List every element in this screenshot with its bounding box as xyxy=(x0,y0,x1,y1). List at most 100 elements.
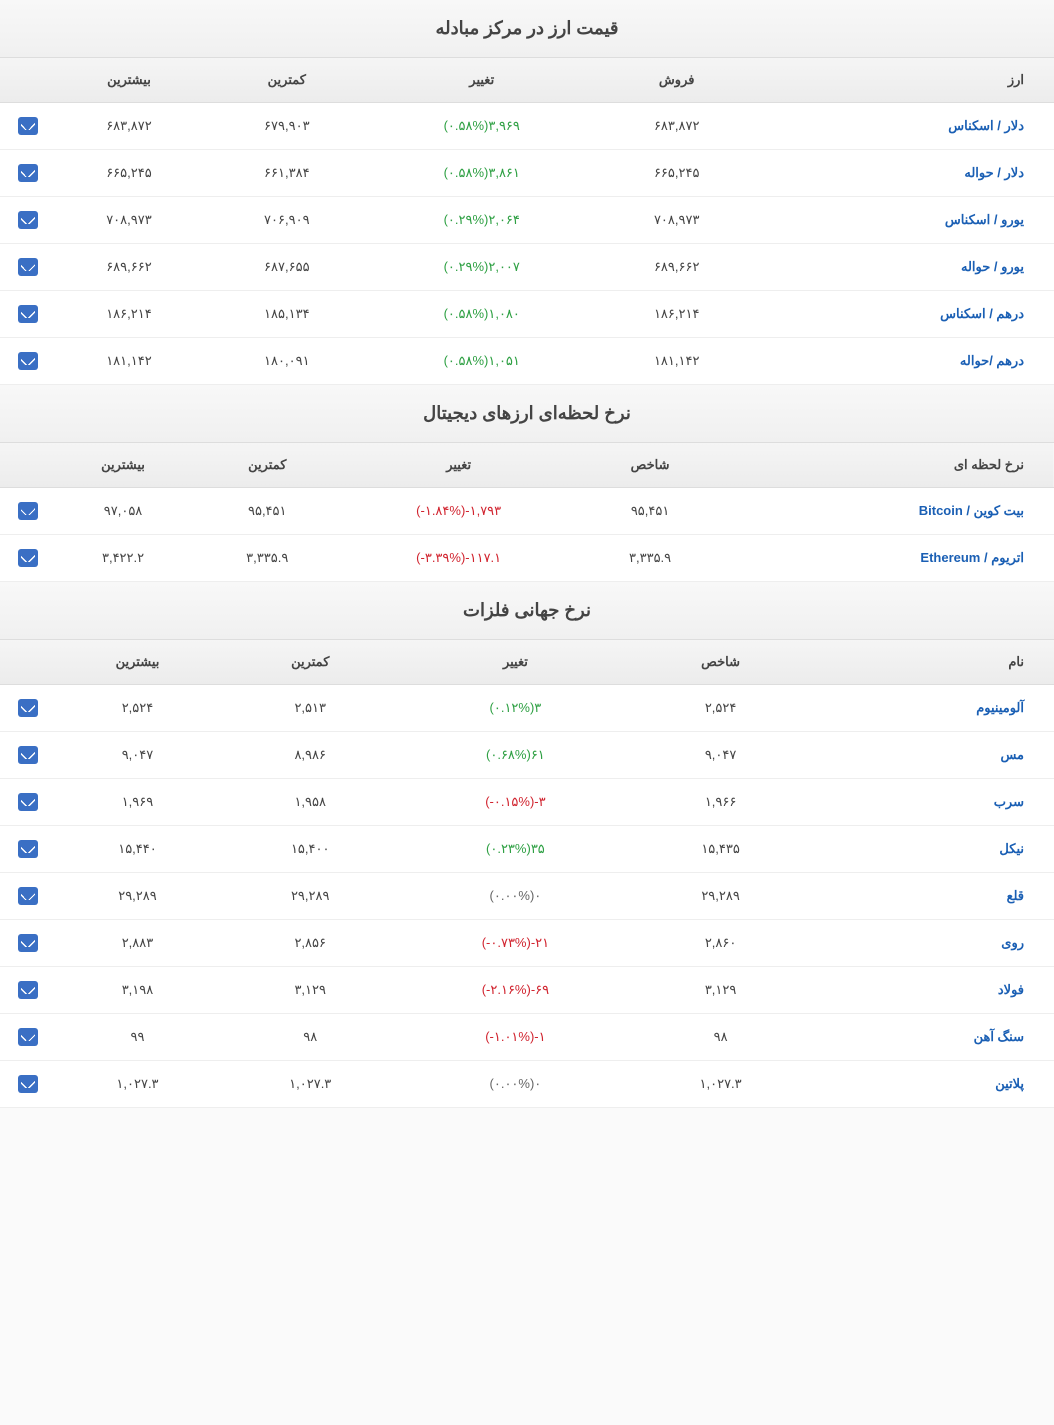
chart-icon[interactable] xyxy=(18,549,38,567)
change-cell: (-۱.۸۴%)-۱,۷۹۳ xyxy=(338,488,579,535)
instrument-link[interactable]: اتریوم / Ethereum xyxy=(920,550,1024,565)
column-header: بیشترین xyxy=(50,443,196,488)
instrument-link[interactable]: دلار / حواله xyxy=(964,165,1024,180)
instrument-link[interactable]: یورو / حواله xyxy=(961,259,1024,274)
chart-icon[interactable] xyxy=(18,1028,38,1046)
value-cell: ۲۹,۲۸۹ xyxy=(635,873,806,920)
instrument-link[interactable]: قلع xyxy=(1007,888,1024,903)
low-cell: ۱,۰۲۷.۳ xyxy=(225,1061,396,1108)
instrument-link[interactable]: درهم /حواله xyxy=(960,353,1024,368)
chart-icon[interactable] xyxy=(18,981,38,999)
instrument-link[interactable]: آلومینیوم xyxy=(976,700,1024,715)
value-cell: ۳,۳۳۵.۹ xyxy=(579,535,721,582)
change-value: -۱,۷۹۳ xyxy=(465,503,501,518)
change-cell: (-۳.۳۹%)-۱۱۷.۱ xyxy=(338,535,579,582)
low-cell: ۶۸۷,۶۵۵ xyxy=(208,244,366,291)
value-cell: ۹,۰۴۷ xyxy=(635,732,806,779)
change-percent: (۰.۲۳%) xyxy=(486,841,531,856)
table-row: مس۹,۰۴۷(۰.۶۸%)۶۱۸,۹۸۶۹,۰۴۷ xyxy=(0,732,1054,779)
instrument-link[interactable]: روی xyxy=(1001,935,1024,950)
chart-icon[interactable] xyxy=(18,1075,38,1093)
column-header: نام xyxy=(806,640,1054,685)
change-value: ۱,۰۵۱ xyxy=(488,353,520,368)
instrument-link[interactable]: پلاتین xyxy=(995,1076,1024,1091)
low-cell: ۲,۸۵۶ xyxy=(225,920,396,967)
table-row: دلار / حواله۶۶۵,۲۴۵(۰.۵۸%)۳,۸۶۱۶۶۱,۳۸۴۶۶… xyxy=(0,150,1054,197)
change-value: -۳ xyxy=(534,794,545,809)
change-value: ۱,۰۸۰ xyxy=(488,306,520,321)
column-header: تغییر xyxy=(366,58,598,103)
value-cell: ۱۵,۴۳۵ xyxy=(635,826,806,873)
chart-icon[interactable] xyxy=(18,887,38,905)
instrument-link[interactable]: سنگ آهن xyxy=(974,1029,1024,1044)
value-cell: ۱۸۶,۲۱۴ xyxy=(598,291,756,338)
change-value: -۱ xyxy=(534,1029,545,1044)
chart-icon[interactable] xyxy=(18,305,38,323)
change-percent: (-۱.۸۴%) xyxy=(416,503,465,518)
low-cell: ۳,۳۳۵.۹ xyxy=(196,535,338,582)
chart-icon[interactable] xyxy=(18,840,38,858)
chart-icon[interactable] xyxy=(18,258,38,276)
section-title: قیمت ارز در مرکز مبادله xyxy=(0,0,1054,58)
instrument-link[interactable]: سرب xyxy=(994,794,1024,809)
change-cell: (۰.۵۸%)۱,۰۸۰ xyxy=(366,291,598,338)
value-cell: ۷۰۸,۹۷۳ xyxy=(598,197,756,244)
change-value: ۳۵ xyxy=(531,841,545,856)
high-cell: ۱,۰۲۷.۳ xyxy=(50,1061,225,1108)
change-value: -۱۱۷.۱ xyxy=(465,550,501,565)
chart-icon[interactable] xyxy=(18,211,38,229)
instrument-link[interactable]: درهم / اسکناس xyxy=(940,306,1024,321)
table-row: درهم /حواله۱۸۱,۱۴۲(۰.۵۸%)۱,۰۵۱۱۸۰,۰۹۱۱۸۱… xyxy=(0,338,1054,385)
chart-icon[interactable] xyxy=(18,793,38,811)
chart-icon[interactable] xyxy=(18,699,38,717)
instrument-link[interactable]: نیکل xyxy=(999,841,1024,856)
instrument-link[interactable]: فولاد xyxy=(998,982,1024,997)
instrument-link[interactable]: دلار / اسکناس xyxy=(948,118,1024,133)
instrument-link[interactable]: یورو / اسکناس xyxy=(945,212,1024,227)
column-header: کمترین xyxy=(208,58,366,103)
instrument-link[interactable]: بیت کوین / Bitcoin xyxy=(919,503,1024,518)
change-percent: (۰.۰۰%) xyxy=(490,1076,535,1091)
change-cell: (۰.۵۸%)۳,۸۶۱ xyxy=(366,150,598,197)
column-header xyxy=(0,443,50,488)
low-cell: ۹۸ xyxy=(225,1014,396,1061)
change-percent: (-۱.۰۱%) xyxy=(485,1029,534,1044)
low-cell: ۶۶۱,۳۸۴ xyxy=(208,150,366,197)
column-header: تغییر xyxy=(395,640,635,685)
chart-icon[interactable] xyxy=(18,934,38,952)
chart-icon[interactable] xyxy=(18,502,38,520)
change-percent: (۰.۱۲%) xyxy=(490,700,535,715)
change-cell: (۰.۲۳%)۳۵ xyxy=(395,826,635,873)
chart-icon[interactable] xyxy=(18,164,38,182)
chart-icon[interactable] xyxy=(18,117,38,135)
column-header: کمترین xyxy=(196,443,338,488)
high-cell: ۶۶۵,۲۴۵ xyxy=(50,150,208,197)
change-value: -۶۹ xyxy=(531,982,549,997)
change-percent: (۰.۵۸%) xyxy=(444,165,489,180)
table-row: سنگ آهن۹۸(-۱.۰۱%)-۱۹۸۹۹ xyxy=(0,1014,1054,1061)
high-cell: ۶۸۹,۶۶۲ xyxy=(50,244,208,291)
chart-icon[interactable] xyxy=(18,352,38,370)
table-row: فولاد۳,۱۲۹(-۲.۱۶%)-۶۹۳,۱۲۹۳,۱۹۸ xyxy=(0,967,1054,1014)
column-header: تغییر xyxy=(338,443,579,488)
column-header: کمترین xyxy=(225,640,396,685)
low-cell: ۸,۹۸۶ xyxy=(225,732,396,779)
column-header xyxy=(0,640,50,685)
section-title: نرخ جهانی فلزات xyxy=(0,582,1054,640)
low-cell: ۱۸۰,۰۹۱ xyxy=(208,338,366,385)
low-cell: ۹۵,۴۵۱ xyxy=(196,488,338,535)
high-cell: ۹,۰۴۷ xyxy=(50,732,225,779)
change-cell: (۰.۲۹%)۲,۰۶۴ xyxy=(366,197,598,244)
price-table: نامشاخصتغییرکمترینبیشترینآلومینیوم۲,۵۲۴(… xyxy=(0,640,1054,1108)
change-value: ۳,۹۶۹ xyxy=(488,118,520,133)
high-cell: ۱,۹۶۹ xyxy=(50,779,225,826)
column-header: فروش xyxy=(598,58,756,103)
instrument-link[interactable]: مس xyxy=(1000,747,1024,762)
low-cell: ۱۸۵,۱۳۴ xyxy=(208,291,366,338)
chart-icon[interactable] xyxy=(18,746,38,764)
change-cell: (۰.۰۰%)۰ xyxy=(395,1061,635,1108)
high-cell: ۹۷,۰۵۸ xyxy=(50,488,196,535)
change-cell: (۰.۱۲%)۳ xyxy=(395,685,635,732)
low-cell: ۶۷۹,۹۰۳ xyxy=(208,103,366,150)
low-cell: ۲,۵۱۳ xyxy=(225,685,396,732)
